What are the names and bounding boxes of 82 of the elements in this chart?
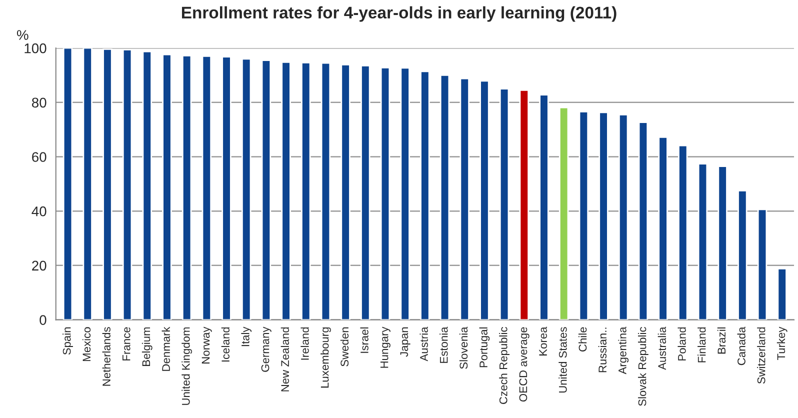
bar xyxy=(658,136,668,320)
x-tick-label: Czech Republic xyxy=(499,327,510,404)
bar xyxy=(440,74,450,320)
x-tick-label: Italy xyxy=(241,326,252,346)
x-tick-label: Netherlands xyxy=(102,327,110,386)
bar xyxy=(519,89,530,320)
x-tick-label: Denmark xyxy=(162,326,170,371)
y-tick-label: 20 xyxy=(32,260,46,271)
bar xyxy=(480,80,490,320)
y-axis-title: % xyxy=(16,30,28,40)
x-tick-label: United States xyxy=(558,327,567,393)
x-tick-label: Argentina xyxy=(618,326,629,374)
bar xyxy=(718,166,728,320)
x-tick-label: France xyxy=(122,327,130,360)
x-tick-label: Switzerland xyxy=(757,327,766,384)
bar xyxy=(320,62,331,320)
x-tick-label: Spain xyxy=(62,327,73,355)
bar xyxy=(499,88,510,320)
bar xyxy=(380,66,390,320)
bar xyxy=(578,110,589,320)
x-tick-label: Estonia xyxy=(440,326,448,363)
bar xyxy=(400,67,410,320)
bar xyxy=(638,122,648,320)
bar xyxy=(202,56,212,320)
x-tick-label: Belgium xyxy=(142,327,152,366)
y-tick-label: 60 xyxy=(32,152,46,162)
x-tick-label: Sweden xyxy=(340,327,349,366)
bar xyxy=(678,144,688,320)
x-tick-label: Slovak Republic xyxy=(638,327,648,406)
x-tick-label: Japan xyxy=(400,327,410,357)
bar xyxy=(738,190,748,320)
bar xyxy=(698,163,708,320)
x-tick-label: OECD average xyxy=(519,327,530,402)
x-tick-label: United Kingdom xyxy=(182,327,192,405)
bar xyxy=(539,94,549,320)
bar xyxy=(162,54,172,320)
bar xyxy=(102,48,112,320)
x-tick-label: Israel xyxy=(360,327,368,353)
chart-title: Enrollment rates for 4-year-olds in early learning (2011) xyxy=(182,6,616,22)
x-tick-label: Ireland xyxy=(300,327,309,360)
y-tick-label: 100 xyxy=(24,43,46,54)
x-tick-label: Mexico xyxy=(82,327,91,361)
bar xyxy=(82,48,92,320)
y-tick-label: 40 xyxy=(32,206,46,216)
x-tick-label: Finland xyxy=(698,327,706,362)
bar xyxy=(460,78,470,320)
x-tick-label: Canada xyxy=(737,326,746,366)
bar xyxy=(598,112,608,320)
bar xyxy=(222,56,232,320)
x-tick-label: Brazil xyxy=(717,327,726,354)
x-tick-label: Norway xyxy=(202,326,212,364)
x-tick-label: Portugal xyxy=(479,327,490,368)
bar xyxy=(122,49,132,320)
y-tick-label: 0 xyxy=(40,315,46,325)
x-tick-label: New Zealand xyxy=(280,327,290,392)
y-tick-label: 80 xyxy=(32,98,46,108)
bar xyxy=(142,50,152,320)
x-tick-label: Turkey xyxy=(776,326,788,360)
x-tick-label: Hungary xyxy=(380,326,390,368)
bar xyxy=(241,58,252,320)
x-tick-label: Chile xyxy=(578,327,587,352)
bar xyxy=(618,114,628,320)
bar xyxy=(558,106,569,320)
x-tick-label: Poland xyxy=(678,327,686,360)
x-tick-label: Australia xyxy=(658,326,666,370)
x-tick-label: Austria xyxy=(420,326,428,362)
x-tick-label: Germany xyxy=(261,326,272,372)
bar xyxy=(182,54,192,320)
x-tick-label: Iceland xyxy=(221,327,230,362)
x-tick-label: Slovenia xyxy=(459,326,468,369)
bar xyxy=(62,48,73,320)
bar xyxy=(420,70,430,320)
bar xyxy=(777,268,787,320)
bar xyxy=(757,208,768,320)
x-tick-label: Korea xyxy=(539,326,547,356)
bar xyxy=(340,64,350,320)
bar xyxy=(261,60,272,320)
bar xyxy=(301,62,311,320)
x-tick-label: Russian.. xyxy=(598,328,606,372)
bar xyxy=(281,62,291,320)
x-tick-label: Luxembourg xyxy=(320,327,331,388)
bar xyxy=(360,65,370,320)
